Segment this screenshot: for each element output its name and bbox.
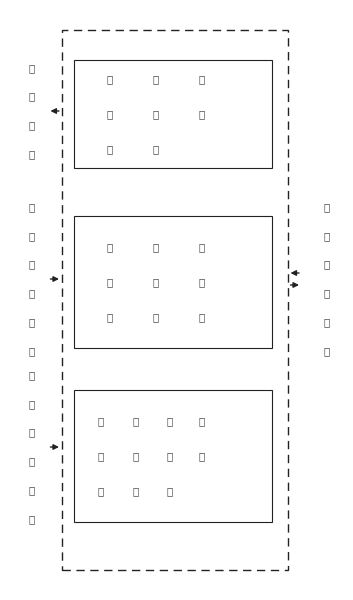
Text: 输: 输 [152,74,158,84]
Text: 件: 件 [323,289,330,298]
Text: 用: 用 [198,451,204,461]
Text: 软: 软 [166,486,173,496]
Text: 规: 规 [106,74,113,84]
Text: 数: 数 [152,242,158,252]
Text: 出: 出 [152,109,158,119]
Text: 电: 电 [198,109,204,119]
Text: 输: 输 [97,416,104,426]
Text: 应: 应 [198,74,204,84]
Text: 入: 入 [29,485,35,495]
Text: 中: 中 [152,144,158,154]
Bar [62,30,288,570]
Text: 大: 大 [29,514,35,524]
Text: 格: 格 [106,109,113,119]
Text: 总: 总 [29,289,35,298]
Text: 用: 用 [198,277,204,287]
Text: 格: 格 [29,428,35,437]
Text: 结: 结 [323,317,330,327]
Text: 线: 线 [29,317,35,327]
Text: 规: 规 [29,399,35,409]
Text: 码: 码 [133,451,139,461]
Text: 化: 化 [106,144,113,154]
Text: 解: 解 [133,416,139,426]
Text: 规: 规 [29,231,35,241]
Text: 法: 法 [29,346,35,356]
Text: 软: 软 [323,260,330,269]
Text: 帧: 帧 [152,312,158,322]
Text: 申: 申 [29,370,35,380]
Text: 格: 格 [29,260,35,269]
Text: 格: 格 [29,121,35,130]
Text: 据: 据 [152,277,158,287]
Text: 系: 系 [323,202,330,212]
Bar [74,216,272,348]
Text: 输: 输 [29,457,35,466]
Text: 总: 总 [106,312,113,322]
Bar [74,390,272,522]
Text: 应: 应 [198,242,204,252]
Text: 串: 串 [166,416,173,426]
Text: 入: 入 [97,451,104,461]
Bar [74,60,272,168]
Text: 行: 行 [106,277,113,287]
Text: 应: 应 [198,416,204,426]
Text: 果: 果 [323,346,330,356]
Text: 软: 软 [198,312,204,322]
Text: 申: 申 [29,202,35,212]
Text: 统: 统 [323,231,330,241]
Text: 器: 器 [133,486,139,496]
Text: 规: 规 [29,92,35,101]
Text: 串: 串 [106,242,113,252]
Text: 化: 化 [29,149,35,159]
Text: 申: 申 [29,63,35,73]
Text: 大: 大 [97,486,104,496]
Text: 口: 口 [166,451,173,461]
